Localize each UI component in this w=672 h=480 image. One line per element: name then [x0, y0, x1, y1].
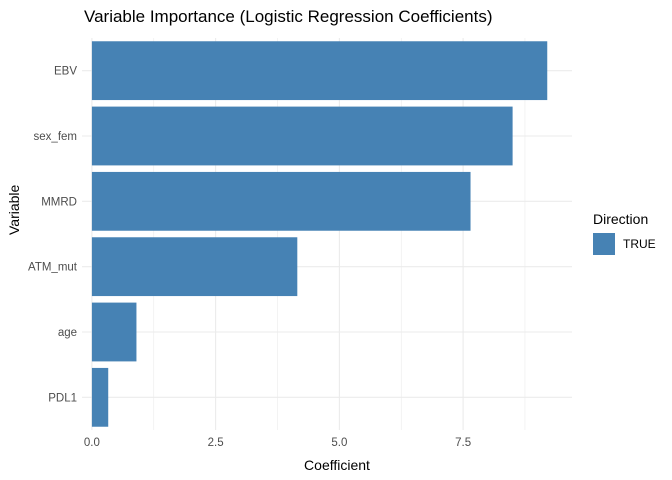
chart-title: Variable Importance (Logistic Regression… — [84, 7, 493, 26]
bar — [91, 41, 548, 101]
bar — [91, 171, 471, 231]
legend: Direction TRUE — [593, 211, 656, 255]
bar — [91, 367, 109, 427]
x-tick-label: 5.0 — [331, 437, 347, 449]
bar — [91, 106, 513, 166]
x-axis-label: Coefficient — [304, 457, 370, 473]
y-tick-label: ATM_mut — [28, 262, 78, 274]
y-axis-label: Variable — [6, 184, 22, 235]
bar — [91, 237, 298, 297]
legend-item: TRUE — [593, 233, 656, 255]
legend-title: Direction — [593, 211, 649, 227]
bar — [91, 302, 137, 362]
x-tick-label: 7.5 — [455, 437, 471, 449]
y-tick-label: sex_fem — [34, 131, 77, 143]
x-tick-label: 0.0 — [84, 437, 100, 449]
y-tick-label: EBV — [54, 66, 77, 78]
legend-swatch — [593, 233, 615, 255]
y-tick-label: MMRD — [41, 196, 77, 208]
legend-label: TRUE — [623, 237, 656, 251]
y-tick-label: PDL1 — [48, 392, 77, 404]
y-tick-label: age — [58, 327, 77, 339]
x-tick-label: 2.5 — [208, 437, 224, 449]
